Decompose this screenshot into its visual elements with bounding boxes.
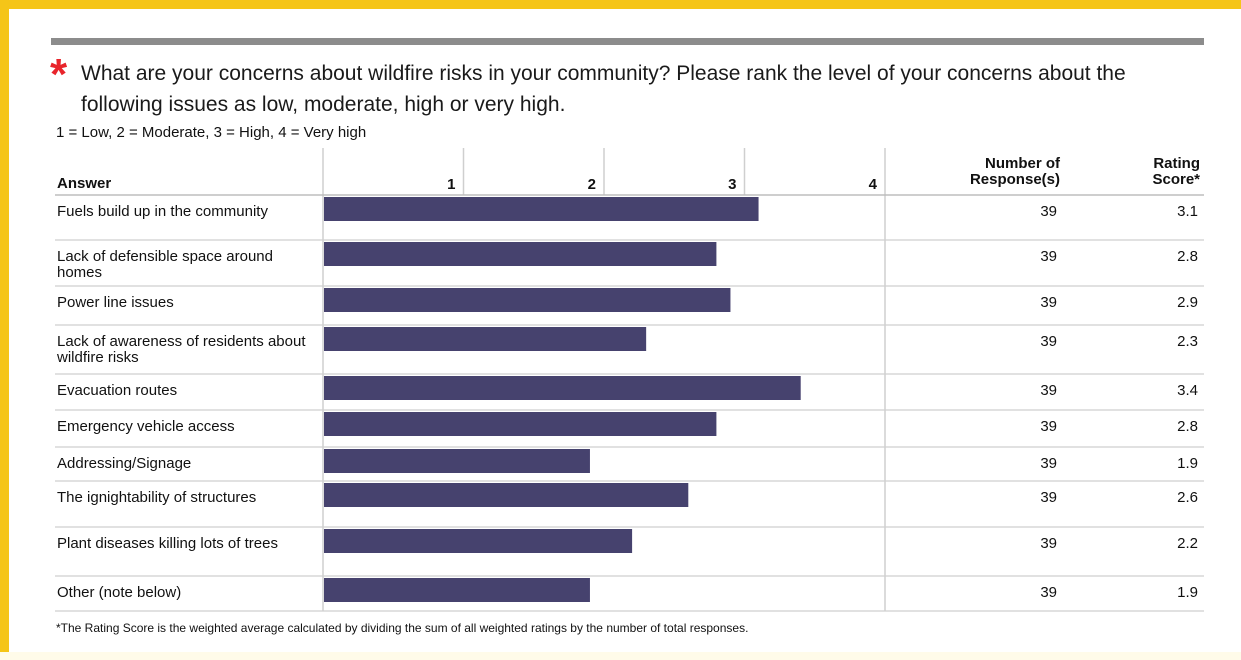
answer-label: Emergency vehicle access: [57, 418, 235, 435]
answer-label: Other (note below): [57, 584, 182, 601]
response-count: 39: [1040, 333, 1057, 350]
answer-label: Evacuation routes: [57, 382, 178, 399]
answer-label: Fuels build up in the community: [57, 203, 268, 220]
responses-header-line2: Response(s): [969, 171, 1060, 188]
answer-label: Addressing/Signage: [57, 455, 192, 472]
tick-label: 2: [588, 176, 596, 193]
required-asterisk: *: [50, 50, 68, 99]
rating-score: 2.9: [1177, 294, 1198, 311]
rating-score: 1.9: [1177, 584, 1198, 601]
rating-score: 2.2: [1177, 535, 1198, 552]
bar: [324, 529, 633, 553]
rating-score: 2.8: [1177, 418, 1198, 435]
rating-score: 3.4: [1177, 382, 1198, 399]
tick-label: 1: [447, 176, 455, 193]
rating-score: 2.6: [1177, 489, 1198, 506]
bar: [324, 327, 647, 351]
rating-footnote: *The Rating Score is the weighted averag…: [56, 621, 749, 635]
responses-header: Number of Response(s): [910, 156, 1060, 188]
response-count: 39: [1040, 203, 1057, 220]
response-count: 39: [1040, 382, 1057, 399]
answer-label: Lack of awareness of residents about wil…: [57, 333, 306, 366]
response-count: 39: [1040, 584, 1057, 601]
answer-label: Power line issues: [57, 294, 174, 311]
bar: [324, 578, 590, 602]
score-header: Rating Score*: [1100, 156, 1200, 188]
answer-header: Answer: [57, 175, 112, 192]
response-count: 39: [1040, 535, 1057, 552]
responses-header-line1: Number of: [985, 155, 1060, 172]
score-header-line1: Rating: [1153, 155, 1200, 172]
bar: [324, 483, 689, 507]
response-count: 39: [1040, 418, 1057, 435]
scale-note: 1 = Low, 2 = Moderate, 3 = High, 4 = Ver…: [56, 124, 367, 141]
bar: [324, 197, 759, 221]
rating-score: 1.9: [1177, 455, 1198, 472]
bar: [324, 449, 590, 473]
bar: [324, 242, 717, 266]
question-text: What are your concerns about wildfire ri…: [81, 62, 1126, 116]
score-header-line2: Score*: [1152, 171, 1200, 188]
answer-label: The ignightability of structures: [57, 489, 257, 506]
response-count: 39: [1040, 248, 1057, 265]
rating-score: 3.1: [1177, 203, 1198, 220]
answer-label: Plant diseases killing lots of trees: [57, 535, 278, 552]
rating-score: 2.8: [1177, 248, 1198, 265]
bar: [324, 288, 731, 312]
tick-label: 4: [869, 176, 878, 193]
response-count: 39: [1040, 294, 1057, 311]
bar: [324, 376, 801, 400]
rating-score: 2.3: [1177, 333, 1198, 350]
bottom-strip: [0, 652, 1241, 660]
tick-label: 3: [728, 176, 736, 193]
response-count: 39: [1040, 455, 1057, 472]
section-divider: [51, 38, 1204, 45]
bar: [324, 412, 717, 436]
answer-label: Lack of defensible space around homes: [57, 248, 273, 281]
response-count: 39: [1040, 489, 1057, 506]
